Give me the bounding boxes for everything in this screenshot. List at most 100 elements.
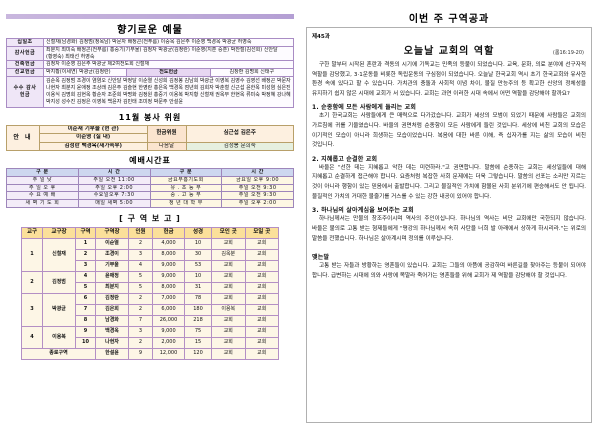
volunteer-names-nextmonth: 김정봉 문희숙 xyxy=(185,141,294,152)
district-cell-met: 교회 xyxy=(211,270,246,283)
offering-value-tithe: 신철재(남경화) 김정범(정옥남) 박문자 배정곤(전푸름) 이중옥 김은주 이… xyxy=(43,38,294,47)
schedule-header-0: 구 분 xyxy=(6,168,79,177)
district-cell-bible: 15 xyxy=(184,336,212,349)
offering-value-mission: 박지황(이세연) 박광균(김정란) xyxy=(42,68,128,77)
district-cell-met: 김옥분 xyxy=(211,248,246,261)
lesson-box: 제45과 오늘날 교회의 역할 (롬16:19-20) 구한 말부터 시작된 혼… xyxy=(306,27,592,423)
offering-value-evangelism: 김창환 김명희 신태구 xyxy=(209,68,295,77)
district-cell-gyogu: 1 xyxy=(21,237,43,272)
lesson-number: 제45과 xyxy=(312,34,330,40)
district-cell-offering: 8,000 xyxy=(152,248,185,261)
offering-table: 십일조 신철재(남경화) 김정범(정옥남) 박문자 배정곤(전푸름) 이중옥 김… xyxy=(6,38,295,108)
district-cell-bible: 10 xyxy=(184,270,212,283)
lesson-section-2-heading: 2. 지혜롭고 순결한 교회 xyxy=(312,155,378,163)
district-cell-offering: 9,000 xyxy=(152,259,185,272)
district-header-2: 구역 xyxy=(75,226,96,239)
district-cell-bible: 30 xyxy=(184,248,212,261)
volunteer-names-offering: 심근섭 김은주 xyxy=(185,124,294,143)
district-cell-zone: 2 xyxy=(75,248,96,261)
offering-label-special: 수수 감사 헌금 xyxy=(6,75,44,108)
district-cell-count: 3 xyxy=(128,325,153,338)
district-cell-count: 5 xyxy=(128,270,153,283)
schedule-cell: 수요일오후 7:30 xyxy=(77,191,151,200)
district-cell-count: 4 xyxy=(128,259,153,272)
district-cell-zoneleader: 조경이 xyxy=(95,248,129,261)
district-cell-zone: 1 xyxy=(75,237,96,250)
district-cell-bible: 78 xyxy=(184,292,212,305)
volunteer-label-guide: 안 내 xyxy=(6,124,40,152)
schedule-cell: 매일 새벽 5:00 xyxy=(77,199,151,208)
schedule-cell: 주 일 오 후 xyxy=(6,183,79,193)
table-row: 종로구역 한설윤 9 12,000 120 교회 교회 xyxy=(21,347,279,360)
offering-title: 향기로운 예물 xyxy=(117,25,183,36)
table-row: 십일조 신철재(남경화) 김정범(정옥남) 박문자 배정곤(전푸름) 이중옥 김… xyxy=(6,38,294,47)
district-cell-next: 교회 xyxy=(244,325,279,338)
table-row: 2 김정범 4 윤애정 5 9,000 10 교회 교회 xyxy=(21,270,279,294)
district-cell-zoneleader: 이순열 xyxy=(95,237,129,250)
lesson-section-2-body: 바울은 "선한 데는 지혜롭고 악한 데는 미련하라."고 권면합니다. 말씀에… xyxy=(312,164,586,200)
district-cell-zone: 5 xyxy=(75,281,96,294)
district-cell-zoneleader: 남경화 xyxy=(95,314,129,327)
district-cell-bible: 53 xyxy=(184,259,212,272)
district-cell-met: 교회 xyxy=(211,259,246,272)
table-header-row: 교구 교구장 구역 구역장 인원 헌금 성경 모인 곳 모일 곳 xyxy=(21,226,279,239)
district-cell-offering: 7,000 xyxy=(152,292,185,305)
offering-value-building: 김정자 이순영 김은주 박광균 제2여전도회 신철재 xyxy=(43,60,294,69)
district-cell-count: 2 xyxy=(128,237,153,250)
district-cell-met: 교회 xyxy=(211,336,246,349)
district-cell-met: 교회 xyxy=(211,292,246,305)
district-cell-offering: 4,000 xyxy=(152,237,185,250)
table-row: 이순영 (실 내) xyxy=(7,133,294,143)
district-cell-zone: 3 xyxy=(75,259,96,272)
schedule-table: 구 분 시 간 구 분 시 간 주 일 낮 주일 오전 11:00 금요부흥기도… xyxy=(6,168,294,208)
district-cell-met: 이용복 xyxy=(211,303,246,316)
lesson-section-1-heading: 1. 순종함에 모든 사람에게 들리는 교회 xyxy=(312,104,417,112)
district-cell-met: 교회 xyxy=(211,325,246,338)
lesson-closing-heading: 맺는말 xyxy=(312,254,330,262)
schedule-cell: 청 년 대 학 부 xyxy=(149,199,223,208)
table-row: 새 벽 기 도 회 매일 새벽 5:00 청 년 대 학 부 주일 오후 2:0… xyxy=(6,199,294,208)
schedule-cell: 주일 오전 11:00 xyxy=(77,175,151,185)
top-banner xyxy=(6,14,294,19)
district-title: [ 구 역 보 고 ] xyxy=(119,213,181,223)
district-header-7: 모인 곳 xyxy=(211,226,246,239)
district-cell-zoneleader: 최분지 xyxy=(95,281,129,294)
district-cell-met: 교회 xyxy=(211,237,246,250)
district-cell-offering: 26,000 xyxy=(152,314,185,327)
schedule-header-3: 시 간 xyxy=(221,168,294,177)
district-header-0: 교구 xyxy=(21,226,43,239)
district-cell-zoneleader: 백경옥 xyxy=(95,325,129,338)
lesson-section-3-body: 하나님께서는 만물의 창조주이시며 역사의 주인이십니다. 하나님의 역사는 비… xyxy=(312,216,586,242)
volunteer-name-indoor: 이순영 (실 내) xyxy=(39,133,148,143)
table-row: 5 최분지 5 8,000 31 교회 교회 xyxy=(22,281,279,294)
district-header-8: 모일 곳 xyxy=(244,226,279,239)
district-cell-leader: 이용복 xyxy=(42,325,76,349)
lesson-header: 이번 주 구역공과 xyxy=(408,14,490,25)
district-cell-met: 교회 xyxy=(211,281,246,294)
district-cell-zone: 10 xyxy=(75,336,96,349)
district-header-4: 인원 xyxy=(128,226,153,239)
district-cell-zoneleader: 김정란 xyxy=(95,292,129,305)
volunteer-table: 안 내 이순재 기부울 (현 관) 헌금위원 심근섭 김은주 이순영 (실 내)… xyxy=(6,124,294,152)
district-cell-next: 교회 xyxy=(244,237,279,250)
offering-label-thanks: 감사헌금 xyxy=(6,45,44,62)
lesson-section-3-heading: 3. 하나님의 살아계심을 보여주는 교회 xyxy=(312,207,414,215)
lesson-closing-body: 고통 받는 자들과 방황하는 영혼들이 있습니다. 교회는 그들의 아픔에 공감… xyxy=(312,263,586,279)
district-cell-next: 교회 xyxy=(244,303,279,316)
district-cell-leader: 신철재 xyxy=(42,237,76,272)
table-row: 8 남경화 7 26,000 218 교회 교회 xyxy=(22,314,279,327)
district-cell-met: 교회 xyxy=(211,314,246,327)
table-row: 3 기부울 4 9,000 53 교회 교회 xyxy=(22,259,279,272)
district-cell-offering: 8,000 xyxy=(152,281,185,294)
schedule-title: 예배시간표 xyxy=(129,156,171,166)
district-cell-zone: 8 xyxy=(75,314,96,327)
district-cell-bible: 75 xyxy=(184,325,212,338)
schedule-cell: 주일 오전 9:30 xyxy=(221,191,294,200)
district-header-3: 구역장 xyxy=(95,226,129,239)
district-cell-zoneleader: 한설윤 xyxy=(95,347,129,360)
district-cell-zone: 6 xyxy=(75,292,96,305)
left-column: 향기로운 예물 십일조 신철재(남경화) 김정범(정옥남) 박문자 배정곤(전푸… xyxy=(6,14,295,360)
schedule-cell: 주일 오후 2:00 xyxy=(221,199,294,208)
table-row: 2 조경이 3 8,000 30 김옥분 교회 xyxy=(22,248,279,261)
